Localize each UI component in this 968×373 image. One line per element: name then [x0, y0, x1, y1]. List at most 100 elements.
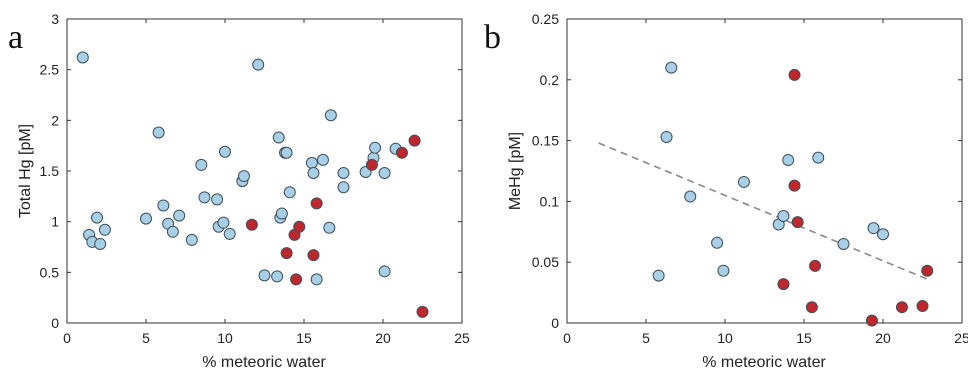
x-tick-label: 15 — [296, 330, 312, 346]
x-axis-label: % meteoric water — [702, 354, 826, 371]
data-point-red — [408, 134, 421, 147]
data-point-blue — [173, 209, 186, 222]
x-tick-label: 10 — [717, 330, 733, 346]
data-point-blue — [837, 237, 850, 250]
data-point-blue — [660, 130, 673, 143]
data-point-blue — [275, 207, 288, 220]
x-tick-label: 20 — [375, 330, 391, 346]
data-point-blue — [369, 141, 382, 154]
data-point-red — [280, 247, 293, 260]
data-point-blue — [219, 145, 231, 158]
x-tick-label: 0 — [63, 330, 71, 346]
data-point-red — [310, 197, 323, 210]
data-point-red — [809, 259, 822, 272]
data-point-red — [895, 301, 908, 314]
x-axis-label: % meteoric water — [202, 354, 326, 371]
data-point-blue — [280, 146, 293, 159]
data-point-blue — [717, 264, 730, 277]
data-point-red — [293, 220, 306, 233]
data-point-blue — [76, 51, 89, 64]
data-point-blue — [782, 154, 795, 167]
data-point-blue — [652, 269, 665, 282]
y-axis-label: Total Hg [pM] — [17, 124, 34, 218]
y-tick-label: 0 — [51, 315, 59, 331]
data-point-blue — [94, 237, 107, 250]
data-point-blue — [91, 211, 104, 224]
data-point-red — [307, 249, 320, 262]
data-point-blue — [378, 265, 391, 278]
data-point-blue — [307, 167, 320, 180]
data-point-blue — [337, 167, 350, 180]
x-tick-label: 5 — [642, 330, 650, 346]
data-point-blue — [877, 228, 889, 241]
data-point-blue — [217, 216, 230, 229]
data-point-blue — [310, 273, 323, 286]
panel-letter: a — [8, 19, 23, 56]
y-tick-label: 0.15 — [532, 133, 559, 149]
data-point-blue — [140, 212, 152, 225]
data-point-red — [416, 305, 429, 318]
data-point-red — [805, 301, 818, 314]
y-tick-label: 2 — [51, 112, 59, 128]
panel-a: a 0 5 10 15 20 25 0 0.5 1 1.5 2 2.5 3 % meteoric water… — [8, 11, 470, 371]
data-point-red — [865, 314, 878, 327]
data-point-blue — [258, 269, 271, 282]
data-point-red — [777, 278, 790, 291]
data-point-blue — [665, 61, 678, 74]
data-point-blue — [324, 109, 337, 122]
data-point-blue — [711, 236, 724, 249]
y-tick-label: 1.5 — [40, 163, 60, 179]
data-point-blue — [211, 193, 224, 206]
data-point-red — [916, 299, 929, 312]
x-tick-label: 25 — [954, 330, 968, 346]
y-axis-label: MeHg [pM] — [507, 132, 524, 210]
x-tick-label: 25 — [454, 330, 470, 346]
data-point-red — [245, 218, 258, 231]
data-point-blue — [152, 126, 165, 139]
data-point-blue — [223, 227, 236, 240]
y-tick-label: 1 — [51, 214, 59, 230]
panel-letter: b — [484, 19, 501, 56]
y-tick-label: 0.05 — [532, 254, 559, 270]
data-point-blue — [166, 225, 179, 238]
data-point-blue — [867, 222, 880, 235]
data-point-blue — [271, 270, 284, 283]
x-tick-label: 0 — [563, 330, 571, 346]
data-point-blue — [198, 191, 211, 204]
data-point-red — [788, 68, 801, 81]
data-point-red — [395, 146, 408, 159]
x-tick-label: 20 — [875, 330, 891, 346]
data-point-red — [791, 216, 804, 229]
data-point-blue — [323, 221, 336, 234]
y-tick-label: 0.1 — [540, 193, 560, 209]
y-tick-label: 3 — [51, 11, 59, 27]
data-point-blue — [337, 181, 350, 194]
data-point-blue — [684, 190, 697, 203]
data-point-red — [921, 264, 934, 277]
data-point-red — [290, 273, 303, 286]
plot-frame — [566, 18, 963, 324]
x-tick-label: 10 — [217, 330, 233, 346]
y-tick-label: 2.5 — [40, 62, 60, 78]
data-point-blue — [157, 199, 170, 212]
data-point-blue — [252, 58, 265, 71]
data-point-blue — [777, 209, 790, 222]
y-tick-label: 0.2 — [540, 72, 560, 88]
data-point-blue — [98, 223, 111, 236]
data-point-blue — [305, 156, 318, 169]
panel-b: b 0 5 10 15 20 25 0 0.05 0.1 0.15 0.2 0.25 % meteoric… — [484, 11, 968, 371]
data-point-blue — [185, 233, 198, 246]
x-tick-label: 15 — [796, 330, 812, 346]
data-point-red — [365, 158, 378, 171]
data-point-red — [788, 179, 801, 192]
y-tick-label: 0.5 — [40, 264, 60, 280]
x-tick-label: 5 — [142, 330, 150, 346]
y-tick-label: 0 — [551, 315, 559, 331]
data-point-blue — [378, 167, 391, 180]
data-point-blue — [283, 186, 296, 199]
data-point-blue — [737, 175, 750, 188]
data-point-blue — [316, 153, 329, 166]
data-point-blue — [237, 170, 250, 183]
trend-line — [598, 142, 931, 282]
